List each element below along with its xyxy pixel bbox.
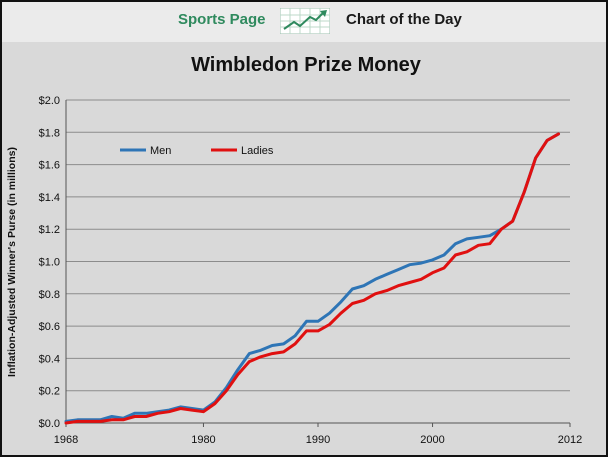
y-tick-label: $0.2 [39, 386, 60, 398]
y-tick-label: $2.0 [39, 95, 60, 107]
y-tick-label: $1.6 [39, 160, 60, 172]
series-line-ladies [64, 132, 560, 425]
series-line-men [64, 132, 560, 423]
banner-sports-page: Sports Page [178, 11, 266, 28]
banner-chart-of-the-day: Chart of the Day [346, 11, 462, 28]
y-tick-label: $1.0 [39, 257, 60, 269]
x-tick-label: 2000 [420, 434, 444, 446]
y-tick-label: $0.8 [39, 289, 60, 301]
y-tick-label: $0.0 [39, 418, 60, 430]
y-tick-label: $0.6 [39, 321, 60, 333]
legend-label-ladies: Ladies [241, 145, 274, 157]
y-tick-label: $0.4 [39, 353, 60, 365]
y-axis-label: Inflation-Adjusted Winner's Purse (in mi… [6, 147, 18, 377]
x-tick-label: 2012 [558, 434, 582, 446]
x-tick-label: 1990 [306, 434, 330, 446]
legend-label-men: Men [150, 145, 171, 157]
banner: Sports Page Chart of the Day [2, 2, 606, 42]
y-tick-label: $1.8 [39, 127, 60, 139]
chart-title: Wimbledon Prize Money [191, 54, 421, 76]
x-tick-label: 1980 [191, 434, 215, 446]
y-tick-label: $1.4 [39, 192, 60, 204]
x-tick-label: 1968 [54, 434, 78, 446]
y-tick-label: $1.2 [39, 224, 60, 236]
